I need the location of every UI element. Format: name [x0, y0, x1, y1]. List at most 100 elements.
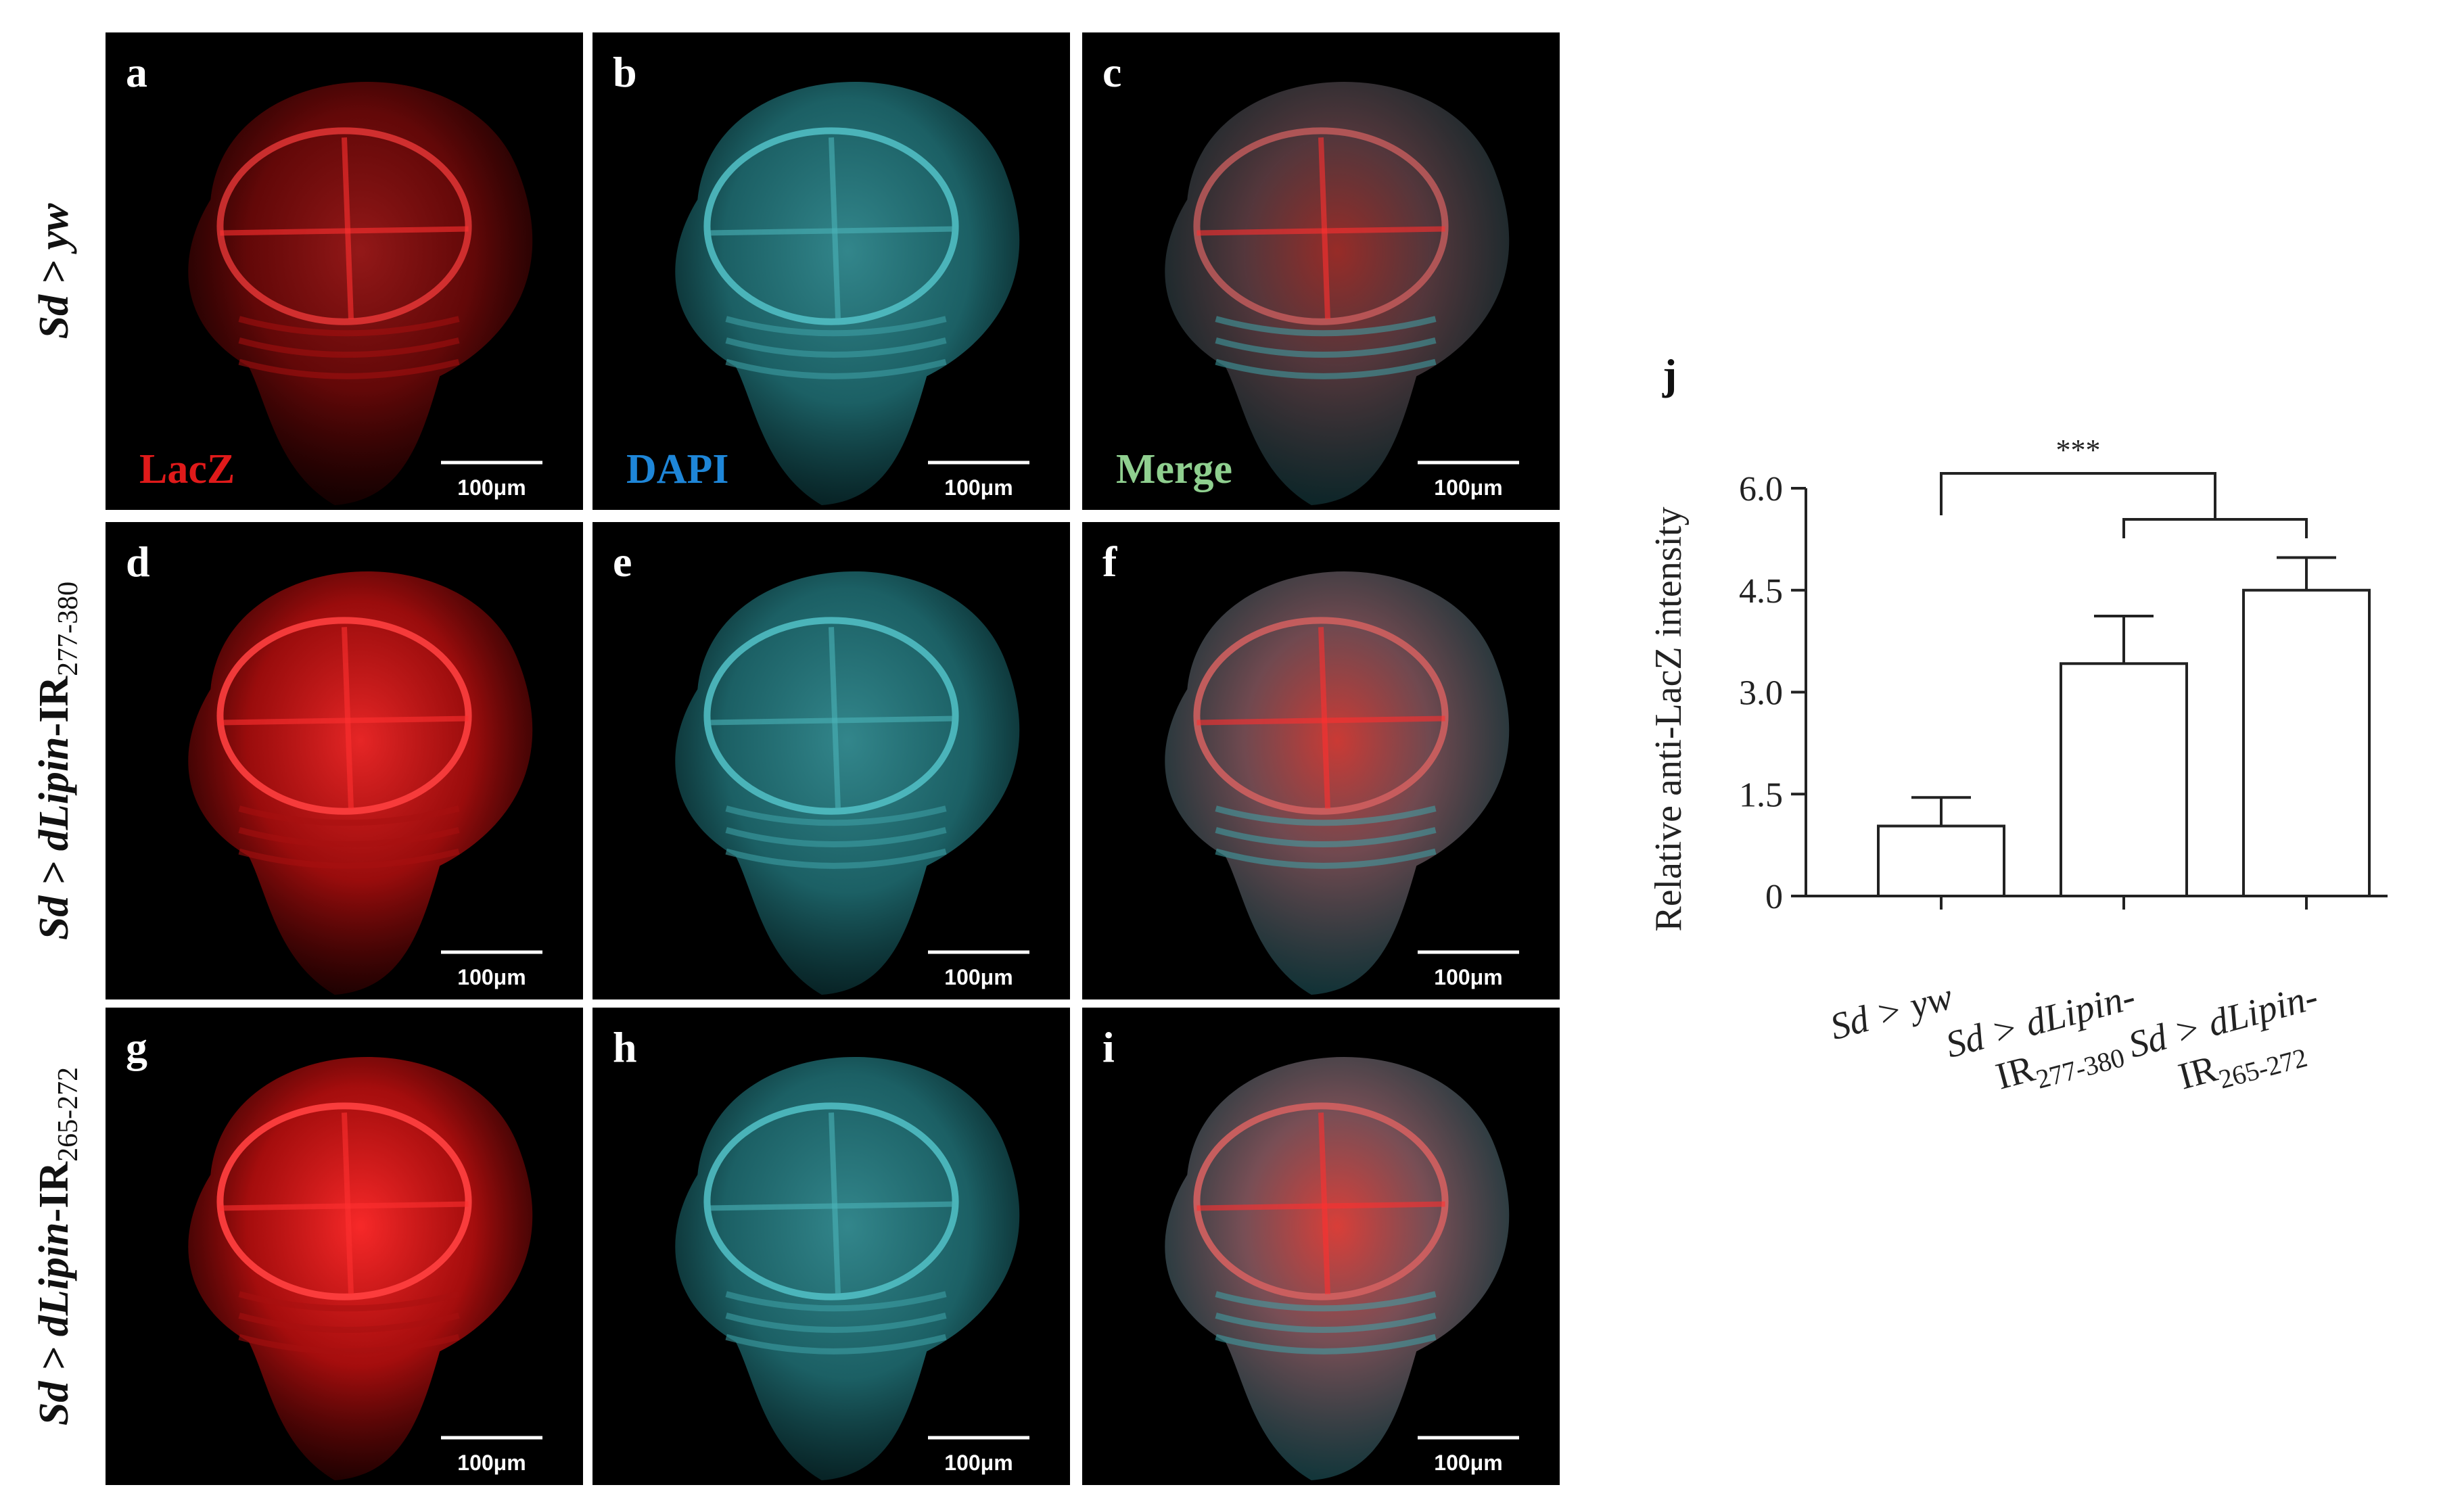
- hinge-fold: [1215, 805, 1437, 826]
- channel-label-dapi: DAPI: [626, 446, 729, 492]
- panel-letter: h: [613, 1023, 637, 1071]
- dv-boundary: [220, 715, 469, 726]
- significance-bracket: [1940, 472, 2308, 538]
- pouch-ring: [216, 127, 472, 325]
- wing-disc-tissue: [188, 571, 533, 995]
- scale-bar-label: 100μm: [457, 475, 526, 500]
- panel-letter: a: [126, 48, 147, 96]
- row-labels: Sd > yw Sd > dLipin-IR277-380 Sd > dLipin-…: [31, 203, 84, 1426]
- hinge-fold: [1215, 1291, 1437, 1312]
- pouch-ring: [703, 1102, 959, 1300]
- hinge-fold: [238, 848, 460, 869]
- hinge-fold: [238, 358, 460, 379]
- pouch-ring: [1193, 127, 1449, 325]
- row-label-2: Sd > dLipin-IR277-380: [31, 582, 84, 940]
- hinge-fold: [725, 1334, 947, 1355]
- y-tick-label: 3.0: [1739, 674, 1783, 713]
- hinge-fold: [725, 1291, 947, 1312]
- hinge-fold: [725, 805, 947, 826]
- pouch-ring: [216, 617, 472, 815]
- scale-bar-label: 100μm: [457, 965, 526, 989]
- scale-bar-label: 100μm: [1434, 475, 1502, 500]
- panel-letter: i: [1102, 1023, 1115, 1071]
- dv-boundary: [707, 226, 956, 236]
- wing-disc-tissue: [1165, 571, 1510, 995]
- dv-boundary: [707, 1201, 956, 1211]
- panel-a: a 100μm LacZ: [106, 32, 583, 510]
- hinge-fold: [1215, 1313, 1437, 1333]
- bar-2: [2060, 662, 2188, 897]
- hinge-fold: [238, 1334, 460, 1355]
- hinge-fold: [1215, 848, 1437, 869]
- y-axis-title: Relative anti-LacZ intensity: [1648, 507, 1690, 931]
- panel-f: f 100μm: [1082, 522, 1560, 999]
- panel-letter: c: [1102, 48, 1121, 96]
- bar-1: [1877, 824, 2005, 897]
- hinge-fold: [238, 1291, 460, 1312]
- y-tick-label: 4.5: [1739, 572, 1783, 611]
- panel-letter: e: [613, 538, 632, 586]
- row-label-3: Sd > dLipin-IR265-272: [31, 1067, 84, 1426]
- scale-bar-label: 100μm: [944, 1451, 1013, 1475]
- panel-d: d 100μm: [106, 522, 583, 999]
- scale-bar-label: 100μm: [944, 475, 1013, 500]
- panel-g: g 100μm: [106, 1008, 583, 1485]
- panel-letter: g: [126, 1023, 147, 1071]
- pouch-ring: [216, 1102, 472, 1300]
- hinge-fold: [1215, 1334, 1437, 1355]
- channel-label-merge: Merge: [1116, 446, 1232, 492]
- channel-label-lacz: LacZ: [139, 446, 235, 492]
- dv-boundary: [707, 715, 956, 726]
- panel-letter: b: [613, 48, 637, 96]
- scale-bar-label: 100μm: [457, 1451, 526, 1475]
- panel-e: e 100μm: [592, 522, 1070, 999]
- pouch-ring: [1193, 1102, 1449, 1300]
- hinge-fold: [725, 848, 947, 869]
- pouch-ring: [703, 127, 959, 325]
- category-label-1: Sd > yw: [1826, 976, 1957, 1049]
- hinge-fold: [725, 827, 947, 847]
- bar-chart-j: j 0 1.5 3.0 4.5 6.0 Relative anti-LacZ intensi…: [1648, 350, 2388, 1098]
- panel-c: c 100μm Merge: [1082, 32, 1560, 510]
- y-tick-label: 6.0: [1739, 470, 1783, 509]
- hinge-fold: [725, 316, 947, 337]
- scale-bar-label: 100μm: [1434, 965, 1502, 989]
- hinge-fold: [238, 805, 460, 826]
- scale-bar-label: 100μm: [944, 965, 1013, 989]
- wing-disc-tissue: [188, 81, 533, 505]
- hinge-fold: [1215, 316, 1437, 337]
- dv-boundary: [1196, 1201, 1445, 1211]
- hinge-fold: [725, 1313, 947, 1333]
- panel-i: i 100μm: [1082, 1008, 1560, 1485]
- significance-label: ***: [2056, 433, 2101, 467]
- y-tick-label: 1.5: [1739, 776, 1783, 814]
- hinge-fold: [238, 1313, 460, 1333]
- panel-h: h 100μm: [592, 1008, 1070, 1485]
- dv-boundary: [1196, 715, 1445, 726]
- row-label-1: Sd > yw: [31, 203, 77, 339]
- pouch-ring: [703, 617, 959, 815]
- dv-boundary: [1196, 226, 1445, 236]
- wing-disc-tissue: [1165, 81, 1510, 505]
- wing-disc-tissue: [675, 81, 1020, 505]
- wing-disc-tissue: [675, 571, 1020, 995]
- scale-bar-label: 100μm: [1434, 1451, 1502, 1475]
- panel-letter: d: [126, 538, 150, 586]
- hinge-fold: [725, 358, 947, 379]
- chart-panel-letter: j: [1662, 350, 1677, 398]
- bar-3: [2242, 588, 2371, 897]
- hinge-fold: [1215, 358, 1437, 379]
- wing-disc-tissue: [188, 1056, 533, 1480]
- panel-b: b 100μm DAPI: [592, 32, 1070, 510]
- hinge-fold: [238, 316, 460, 337]
- dv-boundary: [220, 1201, 469, 1211]
- dv-boundary: [220, 226, 469, 236]
- wing-disc-tissue: [1165, 1056, 1510, 1480]
- wing-disc-tissue: [675, 1056, 1020, 1480]
- hinge-fold: [238, 827, 460, 847]
- micrograph-grid: a 100μm LacZ b 100μm DAPI c 100μm Merge d 100μm e 10…: [106, 32, 1560, 1485]
- y-tick-label: 0: [1765, 878, 1783, 916]
- hinge-fold: [238, 337, 460, 358]
- hinge-fold: [1215, 827, 1437, 847]
